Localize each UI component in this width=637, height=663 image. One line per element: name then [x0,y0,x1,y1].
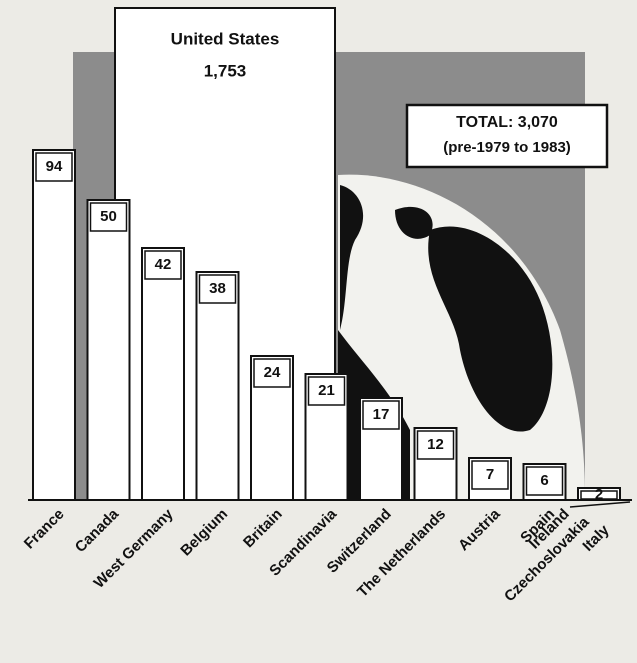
value-label: 38 [209,280,226,297]
value-label-box [307,376,346,406]
value-label: 50 [100,208,117,225]
group-bracket [569,501,631,508]
bar [32,149,76,501]
value-label: 21 [318,382,335,399]
bar [141,247,185,501]
value-label-box [253,358,291,388]
value-label: 94 [46,158,63,175]
value-label: 6 [540,472,548,489]
highlight-value: 1,753 [204,61,247,80]
value-label: 2 [595,486,603,503]
value-label-box [362,400,400,430]
highlight-name: United States [171,29,280,48]
value-label: 7 [486,466,494,483]
value-label: 12 [427,436,444,453]
value-label: 24 [264,364,281,381]
value-label: 42 [155,256,172,273]
total-title: TOTAL: 3,070 [456,114,558,131]
value-label: 17 [373,406,390,423]
value-label-box [416,430,455,460]
total-subtitle: (pre-1979 to 1983) [443,139,571,156]
value-label-box [35,152,73,182]
value-label-box [471,460,509,490]
value-label-box [89,202,128,232]
value-label-box [525,466,564,496]
bar [195,271,240,501]
value-label-box [144,250,182,280]
bar [86,199,131,501]
total-box [405,103,609,169]
value-label-box [198,274,237,304]
